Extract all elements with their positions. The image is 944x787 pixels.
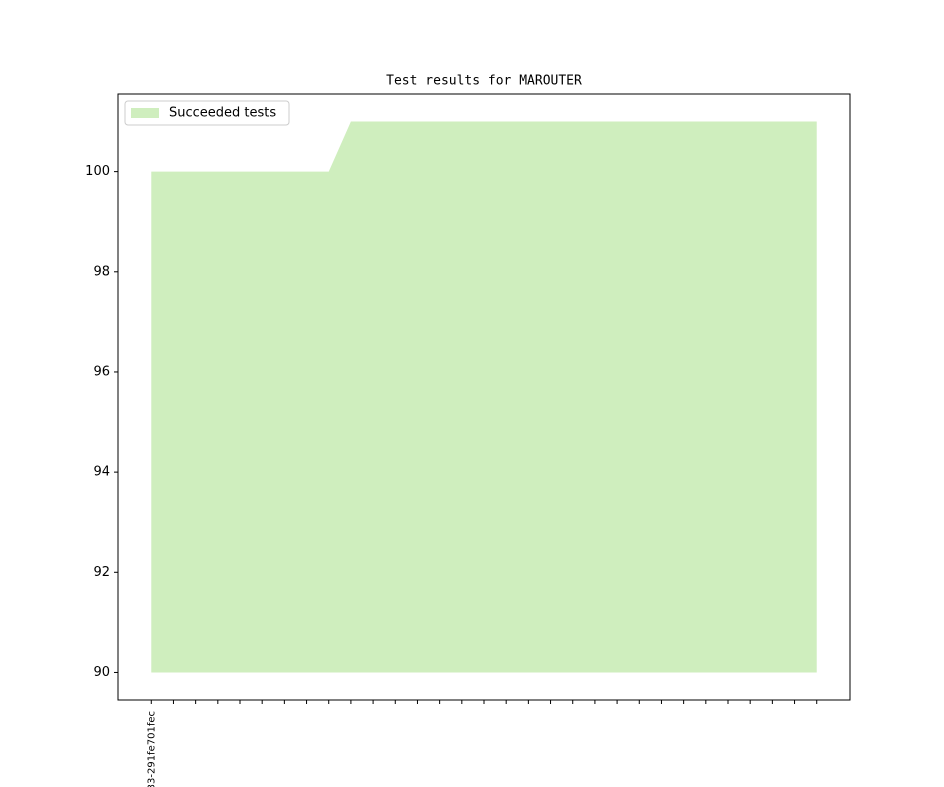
y-tick-label: 94 xyxy=(93,465,110,480)
legend-label: Succeeded tests xyxy=(169,106,276,121)
y-tick-label: 98 xyxy=(93,264,110,279)
chart-title: Test results for MAROUTER xyxy=(386,74,582,89)
area xyxy=(151,121,817,673)
legend-swatch xyxy=(131,108,159,118)
legend: Succeeded tests xyxy=(124,100,290,126)
y-tick-label: 100 xyxy=(85,164,110,179)
x-tick-label: 33-291fe701fec xyxy=(146,711,157,787)
y-tick-label: 96 xyxy=(93,364,110,379)
y-tick-label: 90 xyxy=(93,665,110,680)
y-tick-label: 92 xyxy=(93,565,110,580)
legend-frame xyxy=(124,100,290,126)
